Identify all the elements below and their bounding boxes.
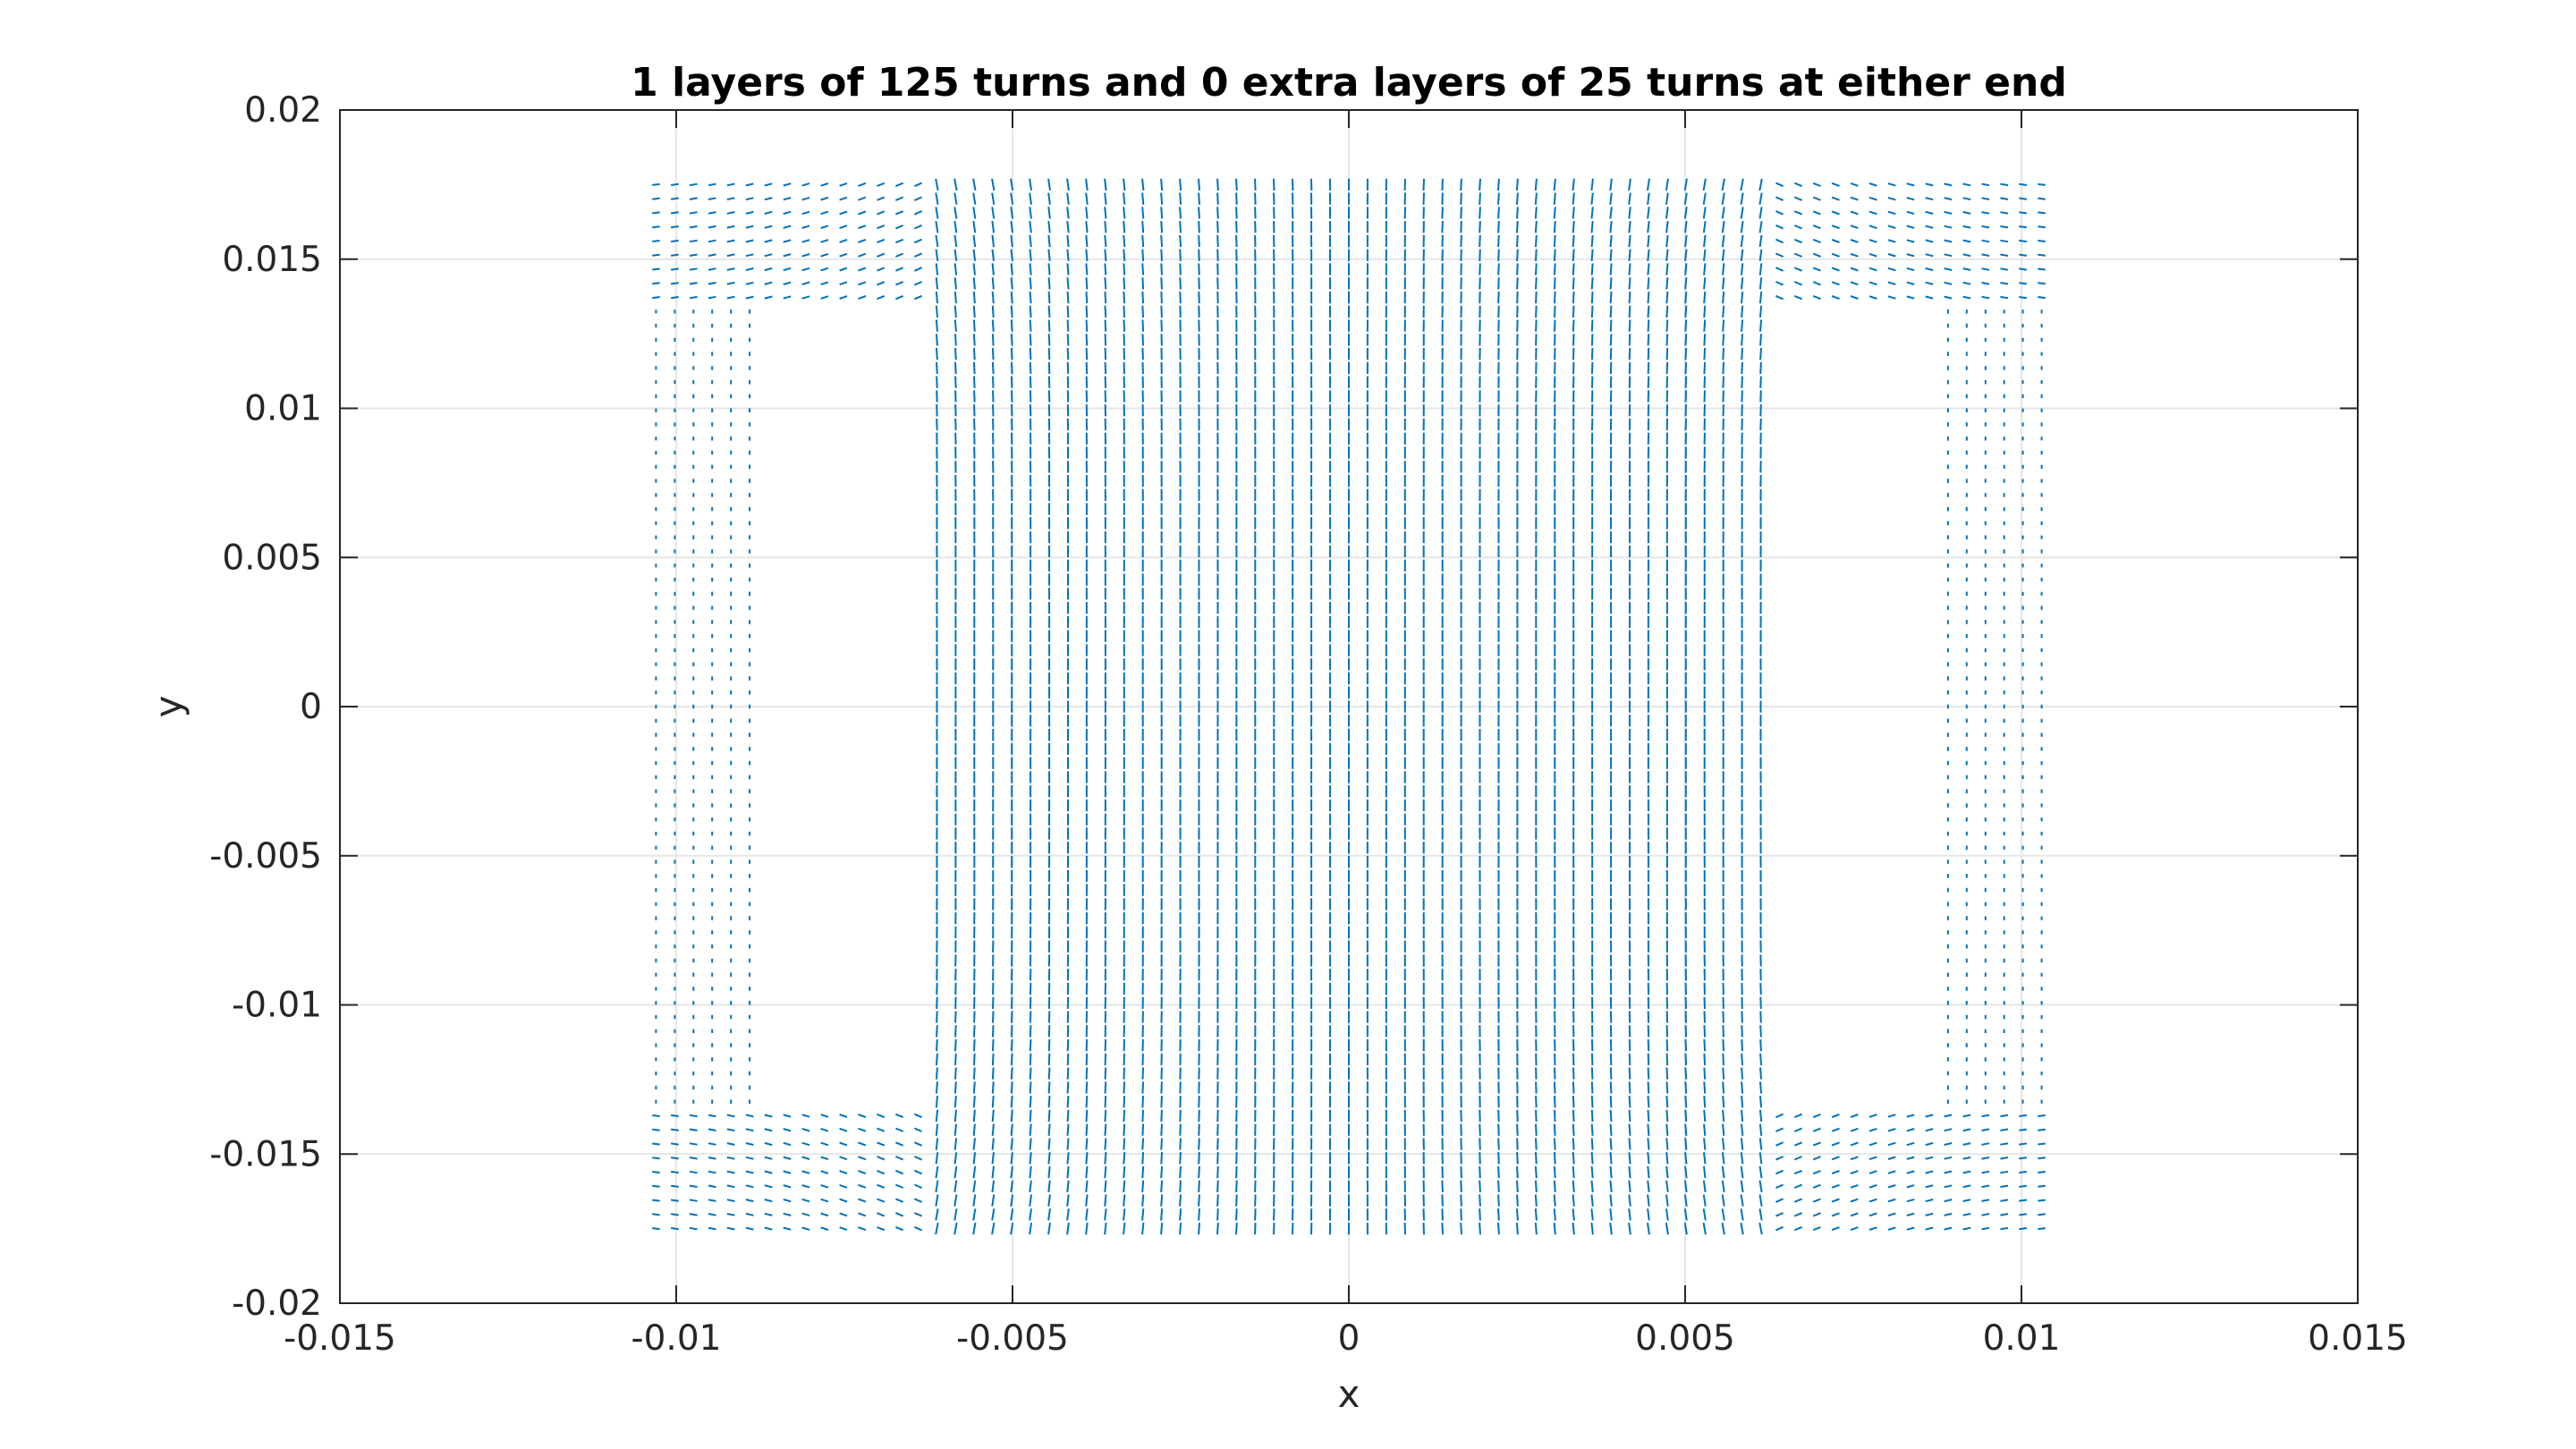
x-tick-labels: -0.015 -0.01 -0.005 0 0.005 0.01 0.015 — [284, 1318, 2408, 1359]
y-tick-labels: -0.02 -0.015 -0.01 -0.005 0 0.005 0.01 0.015 0.0… — [209, 90, 322, 1324]
y-tick-label: 0.005 — [222, 538, 322, 578]
y-tick-label: 0.01 — [244, 389, 322, 429]
x-tick-label: -0.005 — [956, 1318, 1069, 1359]
x-tick-label: 0 — [1338, 1318, 1360, 1359]
y-axis-label: y — [147, 696, 191, 718]
y-tick-label: -0.005 — [209, 836, 322, 877]
flux-vectors — [652, 178, 2046, 1235]
chart-title: 1 layers of 125 turns and 0 extra layers… — [631, 60, 2067, 106]
y-tick-label: 0 — [300, 687, 322, 727]
axis-ticks — [339, 109, 2359, 1304]
x-tick-label: 0.01 — [1983, 1318, 2061, 1359]
x-tick-label: 0.005 — [1635, 1318, 1735, 1359]
y-tick-label: 0.02 — [244, 90, 322, 131]
y-tick-label: -0.01 — [232, 986, 322, 1026]
x-tick-label: -0.015 — [284, 1318, 396, 1359]
y-tick-label: -0.02 — [232, 1284, 322, 1324]
x-axis-label: x — [1338, 1372, 1360, 1416]
vector-field — [652, 178, 2046, 1235]
y-tick-label: -0.015 — [209, 1134, 322, 1174]
y-tick-label: 0.015 — [222, 240, 322, 280]
x-tick-label: 0.015 — [2308, 1318, 2408, 1359]
x-tick-label: -0.01 — [631, 1318, 722, 1359]
